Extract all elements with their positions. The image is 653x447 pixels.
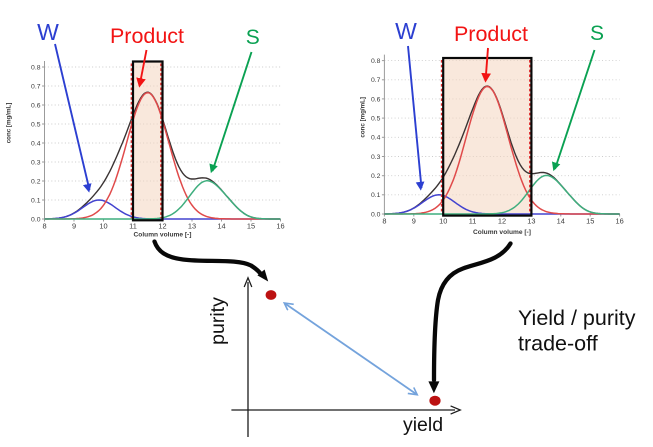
svg-text:11: 11 — [129, 222, 137, 231]
svg-text:0.6: 0.6 — [371, 96, 381, 103]
svg-text:conc [mg/mL]: conc [mg/mL] — [6, 103, 13, 144]
svg-text:S: S — [246, 26, 260, 49]
svg-text:Product: Product — [110, 24, 184, 48]
svg-text:14: 14 — [217, 222, 225, 231]
svg-text:Yield / purity: Yield / purity — [518, 306, 636, 330]
svg-text:14: 14 — [557, 217, 565, 226]
svg-text:S: S — [590, 22, 604, 45]
svg-text:0.7: 0.7 — [371, 77, 381, 84]
svg-text:11: 11 — [469, 217, 477, 226]
svg-text:0.6: 0.6 — [31, 102, 41, 109]
svg-text:0.3: 0.3 — [371, 154, 381, 161]
svg-text:0.0: 0.0 — [371, 211, 381, 218]
svg-text:trade-off: trade-off — [518, 332, 598, 356]
svg-text:0.1: 0.1 — [31, 197, 41, 204]
svg-text:10: 10 — [439, 217, 447, 226]
svg-text:Column volume [-]: Column volume [-] — [473, 229, 531, 236]
svg-text:yield: yield — [403, 414, 443, 436]
svg-text:0.8: 0.8 — [31, 64, 41, 71]
svg-text:0.2: 0.2 — [31, 178, 41, 185]
svg-text:12: 12 — [498, 217, 506, 226]
svg-text:conc [mg/mL]: conc [mg/mL] — [359, 97, 366, 138]
svg-text:purity: purity — [207, 297, 229, 345]
svg-text:15: 15 — [586, 217, 594, 226]
svg-text:Product: Product — [454, 22, 528, 46]
svg-text:9: 9 — [72, 222, 76, 231]
svg-text:0.0: 0.0 — [31, 216, 41, 223]
svg-text:W: W — [37, 19, 59, 45]
svg-text:Column volume [-]: Column volume [-] — [134, 231, 192, 238]
svg-text:8: 8 — [382, 217, 386, 226]
svg-text:0.5: 0.5 — [371, 116, 381, 123]
svg-text:0.4: 0.4 — [31, 140, 41, 147]
svg-text:12: 12 — [158, 222, 166, 231]
svg-text:0.5: 0.5 — [31, 121, 41, 128]
svg-text:0.1: 0.1 — [371, 192, 381, 199]
svg-text:16: 16 — [276, 222, 284, 231]
svg-text:13: 13 — [188, 222, 196, 231]
svg-text:10: 10 — [99, 222, 107, 231]
svg-text:0.4: 0.4 — [371, 135, 381, 142]
svg-text:0.8: 0.8 — [371, 58, 381, 65]
svg-text:W: W — [395, 18, 417, 44]
svg-text:15: 15 — [247, 222, 255, 231]
svg-text:0.3: 0.3 — [31, 159, 41, 166]
svg-text:0.7: 0.7 — [31, 83, 41, 90]
svg-text:8: 8 — [42, 222, 46, 231]
svg-text:13: 13 — [527, 217, 535, 226]
svg-text:0.2: 0.2 — [371, 173, 381, 180]
svg-text:16: 16 — [615, 217, 623, 226]
svg-text:9: 9 — [412, 217, 416, 226]
